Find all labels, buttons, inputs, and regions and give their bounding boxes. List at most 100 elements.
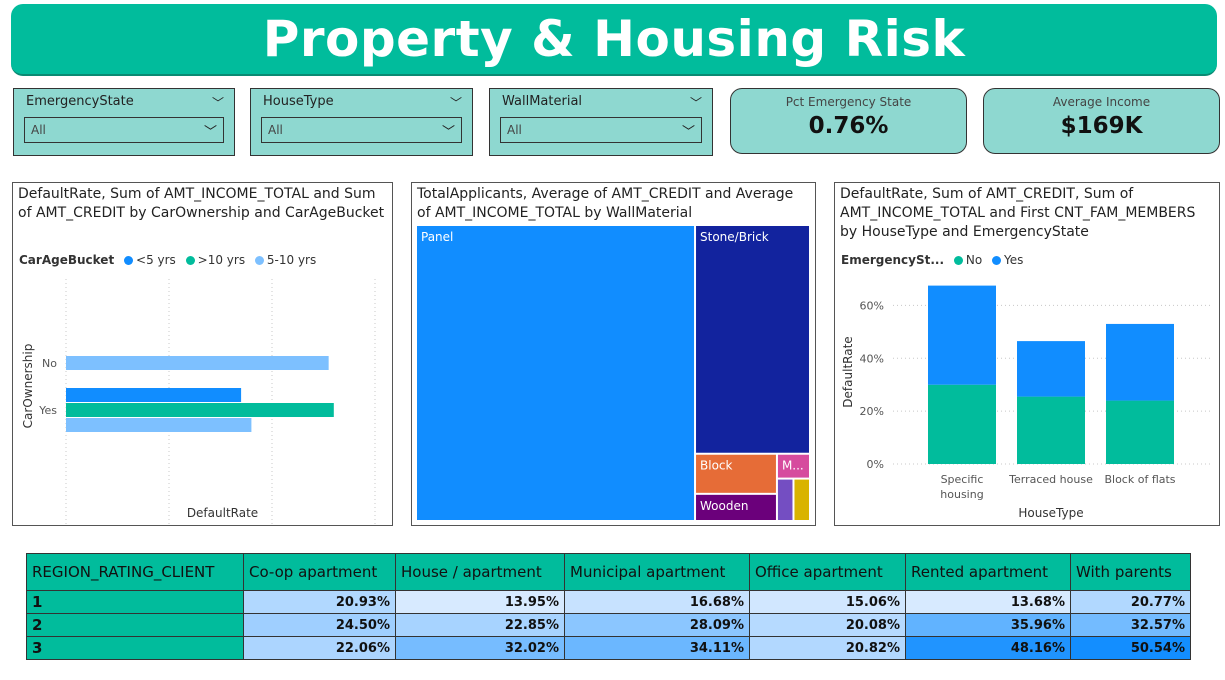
bar [928,384,996,464]
slicer-wall-material[interactable]: WallMaterial ﹀ All ﹀ [489,88,713,156]
matrix-cell: 22.06% [243,636,396,660]
x-axis-title: DefaultRate [187,506,258,520]
car-ownership-chart-panel[interactable]: DefaultRate, Sum of AMT_INCOME_TOTAL and… [12,182,393,526]
matrix-cell: 20.77% [1070,590,1191,614]
slicer-house-type[interactable]: HouseType ﹀ All ﹀ [250,88,473,156]
page-title: Property & Housing Risk [262,10,966,68]
y-tick-label: No [42,357,57,370]
slicer-dropdown[interactable]: All ﹀ [261,117,462,143]
x-tick-label: Block of flats [1104,473,1175,486]
table-row[interactable]: 2 24.50% 22.85% 28.09% 20.08% 35.96% 32.… [26,613,1191,637]
treemap-tile [696,226,809,453]
row-label: 2 [26,613,244,637]
kpi-value: $169K [1060,113,1143,139]
slicer-label: WallMaterial [502,94,583,109]
chart-title: DefaultRate, Sum of AMT_CREDIT, Sum of A… [840,186,1196,240]
bar [66,356,329,370]
wall-material-treemap: Panel Stone/Brick Block Wooden M... [417,226,809,520]
treemap-tile [777,479,793,520]
legend-label: >10 yrs [197,253,246,267]
slicer-value: All [268,123,283,137]
x-tick-label: Terraced house [1008,473,1093,486]
slicer-emergency-state[interactable]: EmergencyState ﹀ All ﹀ [13,88,235,156]
y-tick-label: 20% [860,405,884,418]
x-tick-label: housing [940,488,983,501]
chevron-down-icon[interactable]: ﹀ [211,96,224,110]
legend-item[interactable]: >10 yrs [185,253,246,267]
house-type-stacked-chart: 0% 20% 40% 60% Specific housing Terraced house… [841,285,1210,520]
legend-label: No [965,253,983,267]
slicer-dropdown[interactable]: All ﹀ [24,117,224,143]
bar [66,418,252,432]
wall-material-chart-panel[interactable]: TotalApplicants, Average of AMT_CREDIT a… [411,182,816,526]
legend-title: EmergencySt... [841,253,945,267]
matrix-cell: 24.50% [243,613,396,637]
y-tick-label: 60% [860,299,884,312]
matrix-cell: 32.57% [1070,613,1191,637]
matrix-column-header[interactable]: With parents [1070,553,1191,591]
matrix-cell: 16.68% [564,590,750,614]
legend-swatch [953,256,963,265]
region-rating-matrix: REGION_RATING_CLIENT Co-op apartment Hou… [26,553,1191,660]
matrix-cell: 32.02% [395,636,565,660]
treemap-label: Block [700,459,733,473]
slicer-value: All [507,123,522,137]
matrix-column-header[interactable]: Rented apartment [905,553,1071,591]
chevron-down-icon[interactable]: ﹀ [681,125,695,140]
matrix-cell: 13.95% [395,590,565,614]
matrix-row-header[interactable]: REGION_RATING_CLIENT [26,553,244,591]
chevron-down-icon[interactable]: ﹀ [441,125,455,140]
legend-title: CarAgeBucket [19,253,115,267]
bar [1017,396,1085,464]
chevron-down-icon[interactable]: ﹀ [449,96,462,110]
matrix-column-header[interactable]: Co-op apartment [243,553,396,591]
table-row[interactable]: 1 20.93% 13.95% 16.68% 15.06% 13.68% 20.… [26,590,1191,614]
chevron-down-icon[interactable]: ﹀ [203,125,217,140]
kpi-card-emergency-state: Pct Emergency State 0.76% [730,88,967,154]
treemap-tile [696,454,776,493]
slicer-value: All [31,123,46,137]
matrix-column-header[interactable]: Municipal apartment [564,553,750,591]
y-tick-label: 40% [860,352,884,365]
matrix-cell: 13.68% [905,590,1071,614]
matrix-cell: 28.09% [564,613,750,637]
chart-legend: CarAgeBucket <5 yrs >10 yrs 5-10 yrs [19,253,322,267]
legend-item[interactable]: No [953,253,983,267]
slicer-label: HouseType [263,94,334,109]
treemap-tile [696,494,776,520]
chevron-down-icon[interactable]: ﹀ [689,96,702,110]
chart-title: DefaultRate, Sum of AMT_INCOME_TOTAL and… [18,186,385,221]
matrix-column-header[interactable]: Office apartment [749,553,906,591]
matrix-cell: 35.96% [905,613,1071,637]
table-row[interactable]: 3 22.06% 32.02% 34.11% 20.82% 48.16% 50.… [26,636,1191,660]
treemap-label: Panel [421,230,453,244]
matrix-cell: 22.85% [395,613,565,637]
x-axis-title: HouseType [1018,506,1083,520]
legend-item[interactable]: <5 yrs [124,253,176,267]
legend-label: <5 yrs [136,253,176,267]
slicer-dropdown[interactable]: All ﹀ [500,117,702,143]
bar [1106,323,1174,401]
legend-swatch [124,256,134,265]
matrix-cell: 20.08% [749,613,906,637]
kpi-label: Average Income [1052,95,1151,109]
house-type-chart-panel[interactable]: DefaultRate, Sum of AMT_CREDIT, Sum of A… [834,182,1220,526]
legend-item[interactable]: Yes [992,253,1023,267]
kpi-value: 0.76% [808,113,889,139]
legend-swatch [254,256,264,265]
kpi-card-average-income: Average Income $169K [983,88,1220,154]
matrix-column-header[interactable]: House / apartment [395,553,565,591]
matrix-cell: 34.11% [564,636,750,660]
row-label: 3 [26,636,244,660]
treemap-label: M... [782,459,804,473]
header-banner: Property & Housing Risk [11,4,1217,76]
legend-swatch [992,256,1002,265]
matrix-cell: 50.54% [1070,636,1191,660]
legend-label: Yes [1004,253,1024,267]
y-tick-label: 0% [867,458,884,471]
legend-item[interactable]: 5-10 yrs [254,253,317,267]
legend-label: 5-10 yrs [266,253,317,267]
chart-title: TotalApplicants, Average of AMT_CREDIT a… [417,186,794,221]
y-axis-title: DefaultRate [841,336,855,407]
